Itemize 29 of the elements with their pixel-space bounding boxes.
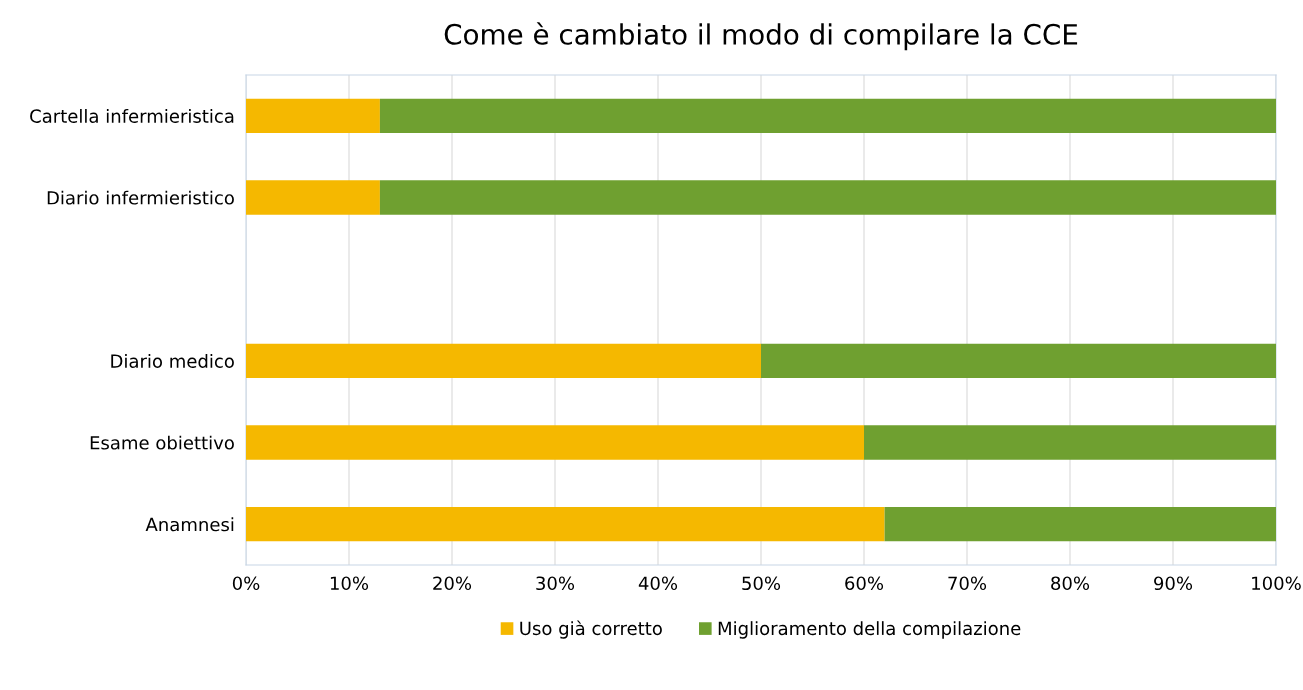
x-tick-label: 90% [1154, 576, 1193, 591]
y-tick-label: Anamnesi [145, 517, 234, 532]
bar [379, 180, 1276, 215]
x-tick-label: 80% [1051, 576, 1090, 591]
bar [379, 98, 1276, 133]
y-tick-label: Diario infermieristico [47, 190, 234, 205]
x-tick-label: 100% [1252, 576, 1301, 591]
x-tick-label: 70% [948, 576, 987, 591]
x-tick-label: 0% [232, 576, 260, 591]
bar [246, 98, 380, 133]
y-tick-label: Diario medico [111, 353, 234, 368]
x-tick-label: 50% [742, 576, 781, 591]
y-tick-label: Cartella infermieristica [30, 108, 234, 123]
bar [246, 425, 864, 460]
x-tick-label: 30% [536, 576, 575, 591]
x-tick-label: 40% [638, 576, 678, 591]
bar [864, 425, 1276, 460]
y-tick-label: Esame obiettivo [90, 435, 234, 450]
x-tick-label: 10% [330, 576, 369, 591]
legend-label: Uso già corretto [520, 620, 662, 639]
x-tick-label: 20% [433, 576, 472, 591]
bar [246, 507, 885, 542]
bar [246, 180, 380, 215]
bar [761, 343, 1276, 378]
bar [246, 343, 761, 378]
bar [884, 507, 1276, 542]
chart-title: Come è cambiato il modo di compilare la CCE [444, 22, 1078, 51]
legend-label: Miglioramento della compilazione [718, 621, 1021, 639]
x-tick-label: 60% [845, 576, 884, 591]
